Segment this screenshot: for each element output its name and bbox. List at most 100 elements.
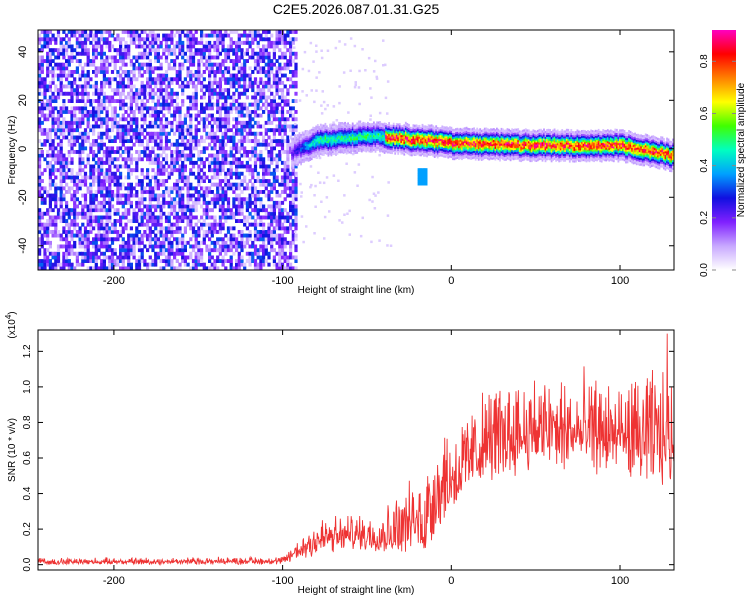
heatmap-cell — [59, 51, 63, 56]
heatmap-cell — [275, 266, 279, 270]
heatmap-cell — [202, 150, 206, 154]
heatmap-cell — [259, 208, 263, 213]
heatmap-cell — [374, 59, 377, 63]
heatmap-cell — [286, 142, 290, 147]
heatmap-cell — [159, 179, 163, 183]
heatmap-cell — [229, 135, 233, 140]
heatmap-cell — [213, 175, 217, 180]
heatmap-cell — [224, 30, 228, 34]
heatmap-cell — [329, 125, 331, 128]
heatmap-cell — [275, 73, 279, 78]
heatmap-cell — [332, 141, 334, 144]
heatmap-cell — [205, 208, 209, 213]
heatmap-cell — [127, 164, 131, 169]
heatmap-cell — [270, 208, 274, 213]
heatmap-cell — [67, 55, 71, 60]
heatmap-cell — [267, 233, 271, 238]
heatmap-cell — [46, 233, 50, 238]
heatmap-cell — [194, 266, 198, 270]
heatmap-cell — [318, 153, 321, 156]
heatmap-cell — [70, 59, 74, 63]
heatmap-cell — [162, 88, 166, 93]
heatmap-cell — [67, 190, 71, 194]
heatmap-cell — [286, 193, 290, 198]
heatmap-cell — [75, 211, 79, 216]
heatmap-cell — [294, 219, 298, 223]
heatmap-cell — [200, 204, 204, 209]
heatmap-cell — [170, 48, 174, 53]
heatmap-cell — [208, 251, 212, 256]
heatmap-cell — [264, 230, 268, 234]
heatmap-cell — [341, 151, 343, 154]
heatmap-cell — [164, 146, 169, 151]
heatmap-cell — [275, 204, 279, 209]
heatmap-cell — [283, 160, 287, 165]
heatmap-cell — [75, 99, 79, 103]
heatmap-cell — [356, 126, 359, 129]
heatmap-cell — [210, 255, 214, 260]
heatmap-cell — [226, 230, 231, 234]
heatmap-cell — [162, 99, 166, 103]
heatmap-cell — [322, 136, 325, 139]
heatmap-cell — [40, 113, 44, 118]
heatmap-cell — [289, 84, 293, 89]
heatmap-cell — [127, 175, 131, 180]
heatmap-cell — [229, 95, 233, 100]
heatmap-cell — [240, 33, 244, 38]
heatmap-cell — [224, 182, 228, 187]
heatmap-cell — [357, 120, 360, 123]
heatmap-cell — [148, 190, 152, 194]
heatmap-cell — [183, 168, 187, 173]
heatmap-cell — [259, 204, 263, 209]
heatmap-cell — [205, 55, 209, 60]
heatmap-cell — [232, 153, 236, 158]
heatmap-cell — [86, 124, 90, 129]
heatmap-cell — [226, 77, 231, 82]
heatmap-cell — [218, 30, 222, 34]
heatmap-cell — [148, 135, 152, 140]
heatmap-cell — [272, 219, 276, 223]
heatmap-cell — [291, 124, 295, 129]
heatmap-cell — [89, 193, 93, 198]
heatmap-cell — [289, 251, 293, 256]
heatmap-cell — [286, 91, 290, 96]
heatmap-cell — [70, 91, 74, 96]
heatmap-cell — [119, 233, 123, 238]
heatmap-cell — [110, 197, 115, 202]
heatmap-cell — [235, 62, 239, 67]
heatmap-cell — [110, 240, 115, 245]
heatmap-cell — [294, 161, 296, 164]
heatmap-cell — [248, 255, 252, 260]
heatmap-cell — [341, 125, 343, 128]
heatmap-cell — [324, 144, 327, 147]
heatmap-cell — [243, 150, 247, 154]
heatmap-cell — [129, 153, 133, 158]
heatmap-cell — [48, 204, 52, 209]
heatmap-cell — [175, 142, 179, 147]
heatmap-cell — [92, 110, 96, 114]
heatmap-cell — [175, 190, 179, 194]
heatmap-cell — [289, 110, 293, 114]
heatmap-cell — [48, 160, 52, 165]
heatmap-cell — [43, 230, 47, 234]
heatmap-cell — [70, 179, 74, 183]
heatmap-cell — [262, 237, 266, 242]
heatmap-cell — [78, 73, 82, 78]
heatmap-cell — [210, 62, 214, 67]
heatmap-cell — [229, 40, 233, 45]
heatmap-cell — [275, 262, 279, 267]
heatmap-cell — [56, 73, 61, 78]
heatmap-cell — [110, 117, 115, 122]
heatmap-cell — [240, 139, 244, 143]
heatmap-cell — [75, 230, 79, 234]
heatmap-cell — [156, 157, 160, 162]
heatmap-cell — [307, 146, 310, 149]
heatmap-cell — [83, 244, 88, 249]
heatmap-cell — [189, 171, 193, 176]
heatmap-cell — [38, 157, 42, 162]
heatmap-cell — [40, 66, 44, 71]
heatmap-cell — [291, 51, 295, 56]
heatmap-cell — [162, 211, 166, 216]
heatmap-cell — [322, 146, 325, 149]
heatmap-cell — [156, 222, 160, 227]
